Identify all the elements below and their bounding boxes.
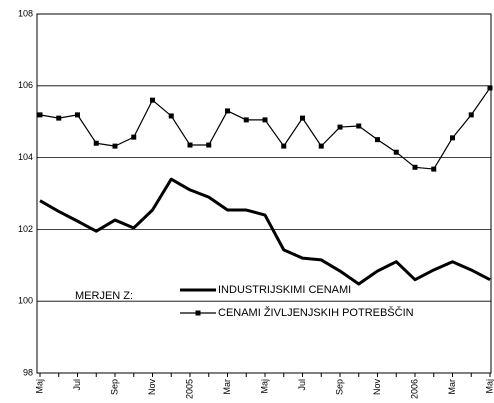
marker [187, 142, 193, 148]
marker [225, 108, 230, 114]
marker [168, 113, 174, 119]
y-tick-label: 106 [18, 80, 33, 90]
marker [56, 115, 62, 121]
legend-label: INDUSTRIJSKIMI CENAMI [218, 284, 351, 296]
x-tick-label: 2006 [409, 379, 419, 399]
marker [281, 143, 287, 149]
marker [150, 97, 155, 103]
marker [450, 135, 455, 141]
marker [93, 140, 99, 146]
plot-area [36, 13, 492, 374]
series-line [39, 177, 491, 286]
x-tick-label: Jul [72, 379, 82, 391]
marker [37, 112, 43, 118]
x-tick-label: Maj [484, 379, 494, 394]
marker [412, 164, 418, 170]
marker [375, 137, 380, 143]
marker [337, 124, 343, 130]
marker [300, 115, 305, 121]
marker [131, 134, 137, 140]
y-tick-label: 102 [18, 224, 33, 234]
marker [206, 142, 212, 148]
marker [243, 117, 249, 123]
marker [262, 117, 268, 123]
x-tick-label: Mar [447, 379, 457, 395]
legend-marker [195, 310, 201, 316]
marker [356, 123, 362, 129]
marker [75, 112, 80, 118]
legend-title: MERJEN Z: [75, 290, 133, 302]
x-tick-label: Sep [109, 379, 119, 395]
y-tick-label: 98 [23, 367, 33, 377]
x-tick-label: Mar [222, 379, 232, 395]
x-tick-label: Nov [372, 379, 382, 396]
marker [431, 166, 437, 172]
x-tick-label: Maj [34, 379, 44, 394]
x-tick-label: Jul [297, 379, 307, 391]
marker [487, 85, 493, 91]
legend-label: CENAMI ŽIVLJENJSKIH POTREBŠČIN [218, 306, 414, 319]
marker [318, 143, 324, 149]
y-tick-label: 108 [18, 8, 33, 18]
x-tick-label: Maj [259, 379, 269, 394]
x-tick-label: Nov [147, 379, 157, 396]
x-tick-label: 2005 [184, 379, 194, 399]
y-tick-label: 104 [18, 152, 33, 162]
marker [393, 149, 399, 155]
x-tick-label: Sep [334, 379, 344, 395]
marker [112, 143, 118, 149]
y-tick-label: 100 [18, 296, 33, 306]
marker [468, 112, 474, 118]
